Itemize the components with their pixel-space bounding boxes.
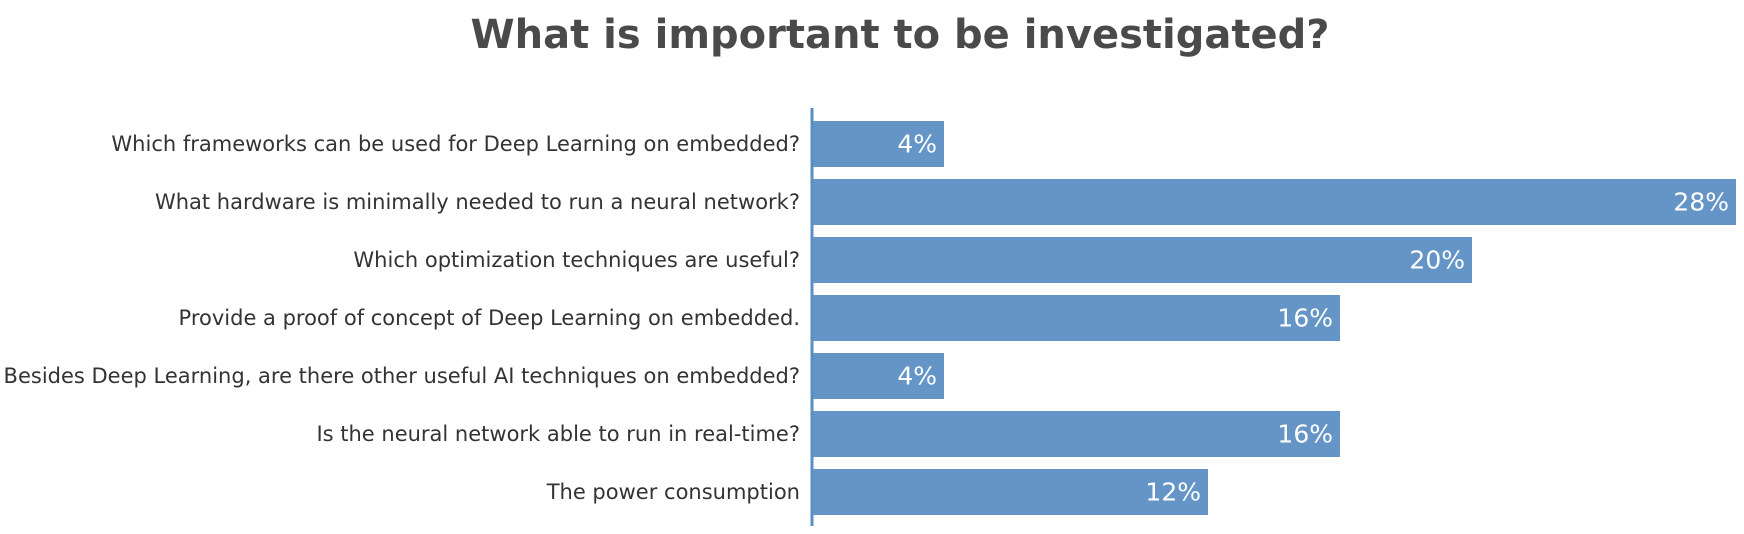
value-label: 16% [1277, 420, 1333, 449]
bar [812, 237, 1472, 283]
category-label: Besides Deep Learning, are there other u… [4, 364, 800, 388]
value-label: 20% [1409, 246, 1465, 275]
bar-group: Provide a proof of concept of Deep Learn… [179, 295, 1340, 341]
value-label: 28% [1673, 188, 1729, 217]
value-label: 16% [1277, 304, 1333, 333]
bar [812, 353, 944, 399]
bar [812, 121, 944, 167]
bar-group: What hardware is minimally needed to run… [155, 179, 1736, 225]
value-label: 4% [897, 362, 937, 391]
bar-group: Is the neural network able to run in rea… [316, 411, 1340, 457]
bars-layer: Which frameworks can be used for Deep Le… [4, 121, 1736, 515]
bar-group: The power consumption 12% [546, 469, 1208, 515]
bar-group: Which optimization techniques are useful… [353, 237, 1472, 283]
bar [812, 295, 1340, 341]
category-label: What hardware is minimally needed to run… [155, 190, 800, 214]
category-label: Is the neural network able to run in rea… [316, 422, 800, 446]
category-label: Which frameworks can be used for Deep Le… [111, 132, 800, 156]
category-label: Which optimization techniques are useful… [353, 248, 800, 272]
bar [812, 411, 1340, 457]
bar [812, 469, 1208, 515]
category-label: Provide a proof of concept of Deep Learn… [179, 306, 800, 330]
category-label: The power consumption [546, 480, 800, 504]
bar-group: Besides Deep Learning, are there other u… [4, 353, 944, 399]
chart-title: What is important to be investigated? [470, 12, 1330, 58]
value-label: 4% [897, 130, 937, 159]
value-label: 12% [1145, 478, 1201, 507]
bar [812, 179, 1736, 225]
bar-group: Which frameworks can be used for Deep Le… [111, 121, 944, 167]
